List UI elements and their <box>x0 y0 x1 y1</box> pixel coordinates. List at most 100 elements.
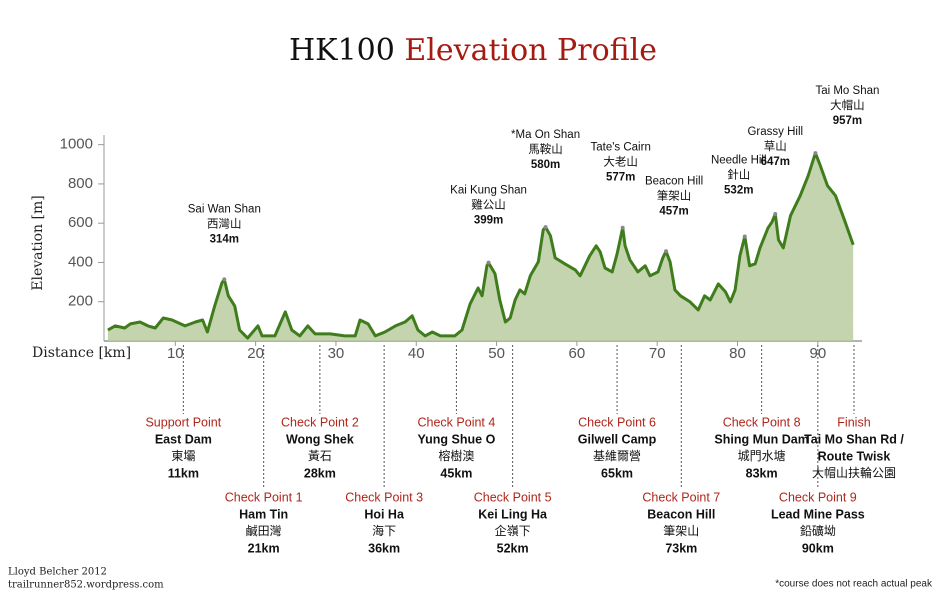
x-tick-label: 20 <box>247 345 264 362</box>
peak-name: Beacon Hill <box>645 175 703 187</box>
checkpoint-title: Check Point 4 <box>418 415 496 429</box>
y-tick-label: 1000 <box>60 136 93 153</box>
checkpoint-title: Check Point 8 <box>723 415 801 429</box>
peak-name: *Ma On Shan <box>511 129 580 141</box>
x-tick-label: 10 <box>167 345 184 362</box>
checkpoint-distance: 83km <box>746 466 778 480</box>
x-tick-label: 50 <box>488 345 505 362</box>
checkpoint-title: Check Point 1 <box>225 490 303 504</box>
peak-marker <box>742 234 747 239</box>
peak-label: 580m <box>531 159 560 171</box>
credit: Lloyd Belcher 2012 <box>8 567 107 578</box>
peak-label: 957m <box>833 115 862 127</box>
checkpoint-title: Check Point 3 <box>345 490 423 504</box>
x-axis-label: Distance [km] <box>32 345 131 361</box>
peak-name: Sai Wan Shan <box>188 203 261 215</box>
checkpoint-title: Support Point <box>145 415 221 429</box>
peak-label: 532m <box>724 185 753 197</box>
y-tick-label: 400 <box>68 253 93 270</box>
checkpoint-title: Check Point 5 <box>474 490 552 504</box>
peak-name-zh: 馬鞍山 <box>528 142 563 156</box>
checkpoint-name: Kei Ling Ha <box>478 507 548 521</box>
peak-label: 647m <box>761 156 790 168</box>
checkpoint-title: Check Point 7 <box>642 490 720 504</box>
checkpoint-name: Gilwell Camp <box>578 432 657 446</box>
peak-marker <box>813 151 818 156</box>
checkpoint-title: Check Point 9 <box>779 490 857 504</box>
peak-name-zh: 雞公山 <box>471 198 506 212</box>
peak-name-zh: 草山 <box>764 140 787 153</box>
y-tick-label: 200 <box>68 293 93 310</box>
peak-name-zh: 大老山 <box>603 155 638 169</box>
y-tick-label: 600 <box>68 214 93 231</box>
checkpoint-distance: 11km <box>168 466 199 480</box>
checkpoint-name: 鹹田灣 <box>246 523 282 538</box>
peak-marker <box>620 225 625 230</box>
title-part: Elevation Profile <box>404 33 657 68</box>
chart-title: HK100 Elevation Profile <box>289 33 657 68</box>
checkpoint-name: East Dam <box>155 432 212 446</box>
checkpoint-title: Check Point 2 <box>281 415 359 429</box>
peak-marker <box>773 211 778 216</box>
checkpoint-name: 鉛礦坳 <box>800 523 836 538</box>
checkpoint-name: 大帽山扶輪公園 <box>812 465 896 480</box>
peak-name-zh: 針山 <box>727 168 750 182</box>
footnote: *course does not reach actual peak <box>775 579 933 590</box>
peak-marker <box>222 277 227 282</box>
checkpoint-distance: 28km <box>304 466 336 480</box>
peak-name: Grassy Hill <box>747 126 803 138</box>
peak-marker <box>543 225 548 230</box>
checkpoint-name: 東壩 <box>171 449 195 463</box>
x-tick-label: 80 <box>729 345 746 362</box>
peak-name: Kai Kung Shan <box>450 185 527 197</box>
peak-name: Tate's Cairn <box>590 142 650 154</box>
checkpoint-name: Yung Shue O <box>418 432 496 446</box>
peak-label: 577m <box>606 172 635 184</box>
peak-marker <box>486 260 491 265</box>
checkpoint-distance: 52km <box>497 541 529 555</box>
title-part: HK100 <box>289 33 395 68</box>
checkpoint-name: Hoi Ha <box>364 507 405 521</box>
checkpoint-distance: 21km <box>248 541 280 555</box>
credit: trailrunner852.wordpress.com <box>8 580 164 591</box>
x-tick-label: 60 <box>569 345 586 362</box>
x-tick-label: 70 <box>649 345 666 362</box>
peak-label: 314m <box>210 233 239 245</box>
elevation-line <box>107 151 855 340</box>
checkpoint-name: 基維爾營 <box>593 449 641 463</box>
checkpoint-name: 榕樹澳 <box>438 448 474 463</box>
checkpoint-title: Finish <box>837 415 870 429</box>
checkpoint-name: Wong Shek <box>286 432 354 446</box>
checkpoint-name: 筆架山 <box>663 524 699 538</box>
checkpoint-name: 海下 <box>372 523 396 538</box>
y-tick-label: 800 <box>68 175 93 192</box>
peak-name-zh: 大帽山 <box>830 98 865 112</box>
peak-name-zh: 筆架山 <box>657 188 692 202</box>
peak-label: 399m <box>474 215 503 227</box>
checkpoint-name: 黃石 <box>308 449 332 463</box>
checkpoint-name: 企嶺下 <box>495 523 531 538</box>
peak-name: Tai Mo Shan <box>815 85 879 97</box>
area-fill <box>107 153 854 341</box>
x-tick-label: 30 <box>328 345 345 362</box>
peak-name-zh: 西灣山 <box>207 217 242 230</box>
checkpoint-name: 城門水塘 <box>738 448 786 463</box>
checkpoint-distance: 65km <box>601 466 633 480</box>
peak-label: 457m <box>659 205 688 217</box>
checkpoint-name: Lead Mine Pass <box>771 507 865 521</box>
peak-marker <box>664 249 669 254</box>
checkpoint-name: Beacon Hill <box>647 507 715 521</box>
checkpoint-name: Tai Mo Shan Rd / <box>804 432 904 446</box>
checkpoint-name: Shing Mun Dam <box>714 432 808 446</box>
checkpoint-name: Route Twisk <box>818 449 891 463</box>
checkpoint-distance: 45km <box>440 466 472 480</box>
peak-name: Needle Hill <box>711 155 767 167</box>
x-tick-label: 40 <box>408 345 425 362</box>
checkpoint-distance: 90km <box>802 541 834 555</box>
checkpoint-distance: 36km <box>368 541 400 555</box>
checkpoint-name: Ham Tin <box>239 507 288 521</box>
checkpoint-distance: 73km <box>665 541 697 555</box>
y-axis-label: Elevation [m] <box>30 195 46 290</box>
checkpoint-title: Check Point 6 <box>578 415 656 429</box>
